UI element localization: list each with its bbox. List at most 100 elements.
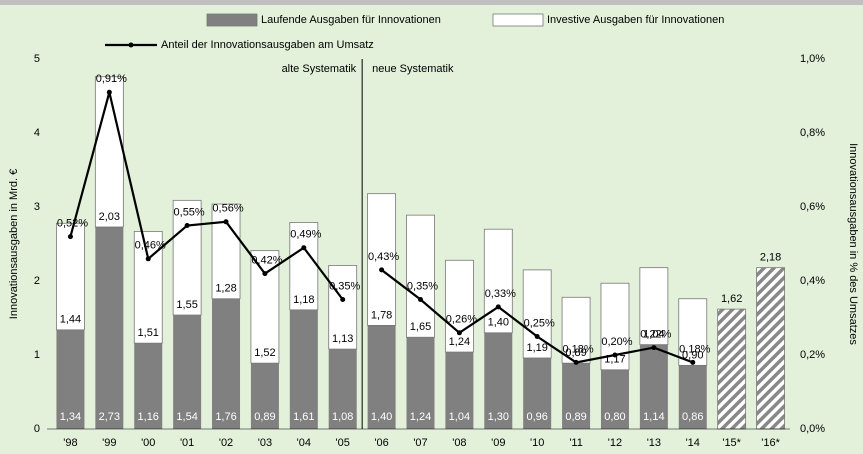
bar — [444, 259, 474, 353]
value-label: 1,65 — [410, 321, 431, 333]
x-tick-label: '03 — [258, 437, 272, 449]
y2-tick-label: 1,0% — [800, 53, 825, 65]
x-tick-label: '99 — [102, 437, 116, 449]
annotation: neue Systematik — [372, 63, 454, 75]
line-point — [223, 219, 229, 225]
value-label: 1,51 — [138, 327, 159, 339]
value-label: 1,16 — [138, 411, 159, 423]
x-tick-label: '16* — [761, 437, 780, 449]
value-label: 1,61 — [293, 411, 314, 423]
bar — [406, 337, 435, 429]
y2-axis-title: Innovationsausgaben in % des Umsatzes — [847, 143, 859, 345]
line-point — [106, 89, 112, 95]
line-label: 0,35% — [329, 280, 360, 292]
line-point — [184, 223, 190, 228]
x-tick-label: '15* — [722, 437, 741, 449]
bar — [367, 325, 396, 429]
line-point — [145, 256, 151, 262]
x-tick-label: '04 — [297, 437, 311, 449]
x-tick-label: '08 — [452, 437, 466, 449]
x-tick-label: '05 — [336, 437, 350, 449]
line-label: 0,26% — [446, 314, 477, 326]
bar — [561, 296, 591, 364]
bar — [639, 267, 669, 346]
y-tick-label: 1 — [34, 349, 40, 361]
bar — [717, 308, 747, 430]
value-label: 1,19 — [526, 342, 547, 354]
value-label: 2,18 — [760, 252, 781, 264]
line-point — [612, 352, 618, 358]
bar — [94, 76, 124, 228]
line-point — [651, 345, 657, 351]
bar — [250, 250, 280, 364]
line-label: 0,33% — [485, 288, 516, 300]
value-label: 0,90 — [682, 349, 703, 361]
line-label: 0,46% — [135, 240, 166, 252]
x-tick-label: '14 — [686, 437, 700, 449]
line-point — [495, 304, 501, 310]
bar — [678, 365, 707, 429]
value-label: 1,76 — [215, 411, 236, 423]
y2-tick-label: 0,6% — [800, 201, 825, 213]
bar — [328, 349, 357, 429]
value-label: 0,80 — [604, 411, 625, 423]
bar — [406, 214, 435, 338]
value-label: 1,44 — [60, 314, 81, 326]
value-label: 1,04 — [449, 411, 470, 423]
x-tick-label: '02 — [219, 437, 233, 449]
value-label: 0,89 — [565, 347, 586, 359]
y-tick-label: 2 — [34, 275, 40, 287]
bar — [289, 309, 318, 429]
line-label: 0,43% — [368, 251, 399, 263]
line-label: 0,56% — [212, 203, 243, 215]
value-label: 0,89 — [565, 411, 586, 423]
x-tick-label: '09 — [491, 437, 505, 449]
line-point — [262, 271, 268, 277]
line-label: 0,49% — [290, 229, 321, 241]
value-label: 1,13 — [332, 333, 353, 345]
bar — [173, 315, 202, 429]
value-label: 1,30 — [488, 411, 509, 423]
x-tick-label: '12 — [608, 437, 622, 449]
bar — [639, 344, 668, 429]
value-label: 1,08 — [332, 411, 353, 423]
value-label: 1,04 — [643, 329, 664, 341]
line-point — [534, 334, 540, 339]
value-label: 1,54 — [176, 411, 197, 423]
value-label: 0,86 — [682, 411, 703, 423]
value-label: 1,40 — [371, 411, 392, 423]
line-point — [573, 359, 579, 365]
bar — [95, 226, 124, 429]
line-point — [340, 297, 346, 302]
bar — [756, 267, 785, 430]
bar — [134, 343, 163, 429]
line-point — [67, 234, 73, 240]
value-label: 2,03 — [99, 211, 120, 223]
x-tick-label: '06 — [374, 437, 388, 449]
y-tick-label: 0 — [34, 423, 40, 435]
bar — [483, 228, 513, 334]
bar — [250, 363, 279, 429]
line-label: 0,18% — [679, 343, 710, 355]
x-tick-label: '00 — [141, 437, 155, 449]
y-axis-title: Innovationsausgaben in Mrd. € — [8, 169, 20, 319]
line-label: 0,20% — [601, 336, 632, 348]
bar — [212, 298, 241, 429]
y2-tick-label: 0,2% — [800, 349, 825, 361]
value-label: 1,62 — [721, 293, 742, 305]
value-label: 0,96 — [526, 411, 547, 423]
legend-swatch — [492, 13, 544, 27]
value-label: 1,52 — [254, 347, 275, 359]
legend-label: Investive Ausgaben für Innovationen — [547, 14, 724, 26]
legend-swatch — [206, 13, 258, 27]
line-label: 0,91% — [96, 73, 127, 85]
value-label: 1,14 — [643, 411, 664, 423]
bar — [172, 199, 202, 316]
value-label: 1,24 — [449, 336, 470, 348]
value-label: 1,28 — [215, 283, 236, 295]
y2-tick-label: 0,4% — [800, 275, 825, 287]
bar — [600, 369, 629, 429]
bar — [445, 352, 474, 429]
legend-label: Laufende Ausgaben für Innovationen — [261, 14, 441, 26]
